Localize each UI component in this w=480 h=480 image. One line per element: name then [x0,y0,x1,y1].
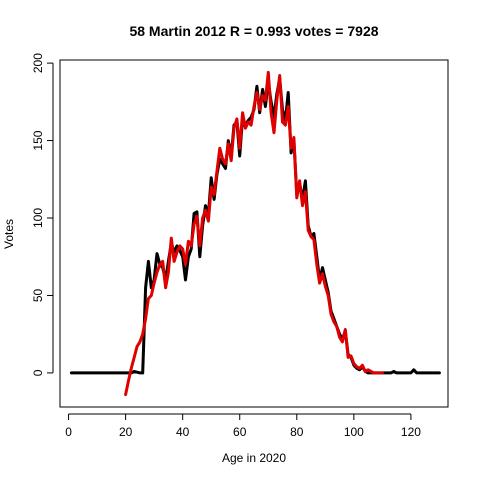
x-tick-label: 100 [344,425,364,439]
chart-title: 58 Martin 2012 R = 0.993 votes = 7928 [129,23,378,39]
y-tick-label: 50 [31,288,45,302]
x-axis-title: Age in 2020 [222,451,286,465]
x-tick-label: 20 [119,425,133,439]
y-tick-label: 0 [31,369,45,376]
x-tick-label: 40 [176,425,190,439]
axes: 0 20 40 60 80 100 120 0 50 100 150 200 [31,53,421,439]
y-tick-label: 150 [31,130,45,150]
y-tick-label: 100 [31,208,45,228]
x-tick-label: 80 [290,425,304,439]
series-line-red [126,72,383,394]
x-tick-label: 120 [401,425,421,439]
series-layer [71,72,439,394]
y-axis-title: Votes [2,219,16,249]
x-tick-label: 60 [233,425,247,439]
series-line-black [71,79,439,373]
y-tick-label: 200 [31,53,45,73]
x-tick-label: 0 [65,425,72,439]
